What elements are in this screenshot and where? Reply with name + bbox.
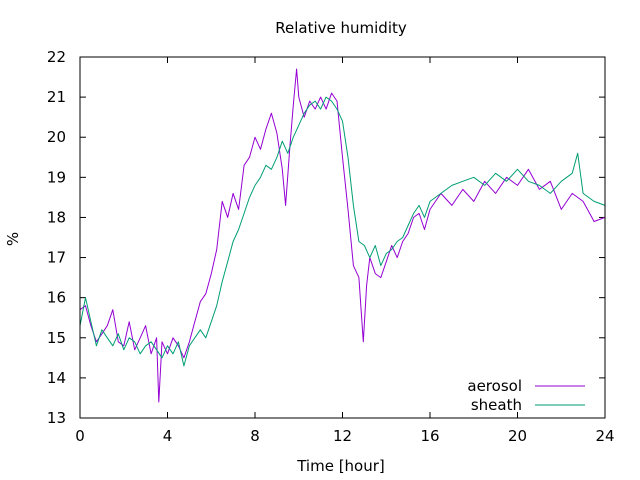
- series-sheath-line: [79, 96, 606, 367]
- y-tick-label: 13: [47, 409, 66, 427]
- y-tick-label: 15: [47, 329, 66, 347]
- y-tick-label: 14: [47, 369, 66, 387]
- series-lines: [79, 68, 606, 403]
- y-tick-label: 20: [47, 128, 66, 146]
- chart-title: Relative humidity: [275, 19, 407, 37]
- y-tick-label: 18: [47, 208, 66, 226]
- x-tick-label: 4: [163, 427, 173, 445]
- x-tick-label: 0: [75, 427, 85, 445]
- legend-label-aerosol: aerosol: [467, 377, 522, 395]
- legend-label-sheath: sheath: [471, 396, 522, 414]
- y-tick-label: 22: [47, 48, 66, 66]
- y-axis-label: %: [4, 232, 22, 246]
- y-tick-label: 17: [47, 249, 66, 267]
- x-tick-label: 16: [420, 427, 439, 445]
- y-tick-label: 16: [47, 289, 66, 307]
- plot-frame: [79, 56, 606, 419]
- x-tick-label: 24: [595, 427, 614, 445]
- x-tick-label: 8: [250, 427, 260, 445]
- series-aerosol-line: [79, 68, 606, 403]
- axis-ticks: 0 4 8 12 16 20 24 13 14 15 16 17 18 19 20 21 22: [47, 48, 615, 445]
- x-tick-label: 12: [333, 427, 352, 445]
- y-tick-label: 21: [47, 88, 66, 106]
- x-tick-label: 20: [508, 427, 527, 445]
- x-axis-label: Time [hour]: [296, 457, 385, 475]
- y-tick-label: 19: [47, 168, 66, 186]
